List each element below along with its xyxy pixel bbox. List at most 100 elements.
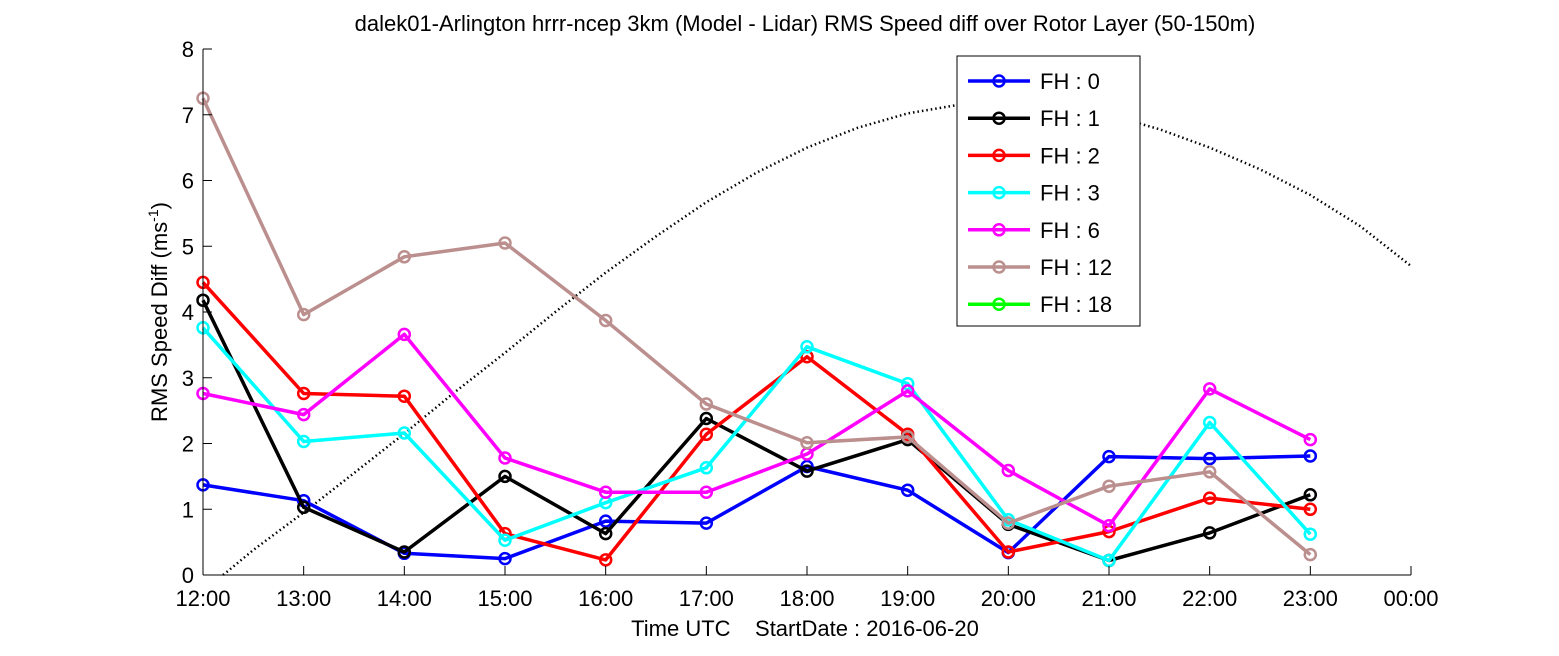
- y-tick-label: 6: [182, 169, 194, 194]
- data-point: [699, 461, 714, 475]
- data-point: [1001, 463, 1016, 478]
- data-point: [900, 430, 915, 444]
- data-point: [1303, 449, 1318, 463]
- legend-label: FH : 1: [1040, 106, 1100, 131]
- x-axis-label: Time UTC StartDate : 2016-06-20: [631, 616, 979, 641]
- data-point: [699, 485, 714, 499]
- data-point: [598, 526, 613, 541]
- data-point: [1202, 451, 1217, 466]
- legend-entry: FH : 18: [968, 292, 1112, 317]
- data-point: [397, 389, 412, 403]
- y-axis-label-sup: -1: [145, 209, 161, 222]
- legend-label: FH : 3: [1040, 181, 1100, 206]
- x-tick-label: 17:00: [679, 586, 734, 611]
- plot-area: [196, 91, 1412, 576]
- series-2: [196, 275, 1318, 567]
- series-5: [196, 91, 1318, 562]
- series-line: [201, 299, 1311, 563]
- legend-swatch-marker: [992, 223, 1006, 237]
- data-point: [1001, 545, 1016, 559]
- data-point: [1202, 382, 1217, 396]
- data-point: [800, 340, 814, 354]
- x-tick-label: 00:00: [1383, 586, 1438, 611]
- series-4: [196, 327, 1318, 533]
- x-tick-label: 16:00: [578, 586, 633, 611]
- series-1: [196, 293, 1318, 568]
- x-tick-label: 12:00: [175, 586, 230, 611]
- legend-label: FH : 6: [1040, 218, 1100, 243]
- data-point: [900, 384, 915, 398]
- legend-entry: FH : 3: [968, 181, 1100, 206]
- legend-swatch-marker: [992, 74, 1006, 88]
- data-point: [699, 427, 714, 442]
- data-point: [1102, 449, 1116, 464]
- legend-swatch-marker: [992, 111, 1006, 125]
- data-point: [598, 553, 613, 567]
- legend-label: FH : 12: [1040, 255, 1112, 280]
- data-point: [296, 407, 311, 422]
- legend-swatch-marker: [992, 297, 1006, 311]
- x-tick-label: 19:00: [880, 586, 935, 611]
- data-point: [1202, 526, 1217, 540]
- data-point: [1202, 491, 1217, 505]
- series-line: [201, 281, 1311, 562]
- series-line: [201, 326, 1312, 563]
- data-point: [1303, 488, 1318, 502]
- legend-label: FH : 2: [1040, 143, 1100, 168]
- data-point: [498, 533, 512, 547]
- legend-swatch-marker: [992, 148, 1006, 163]
- data-point: [296, 307, 311, 322]
- chart-title: dalek01-Arlington hrrr-ncep 3km (Model -…: [355, 11, 1256, 36]
- data-point: [397, 327, 412, 342]
- y-tick-label: 2: [182, 432, 194, 457]
- data-point: [598, 485, 613, 499]
- y-tick-label: 7: [182, 103, 194, 128]
- x-tick-label: 23:00: [1283, 586, 1338, 611]
- data-point: [1303, 527, 1318, 541]
- data-point: [498, 451, 512, 465]
- y-tick-label: 5: [182, 234, 194, 259]
- x-tick-label: 20:00: [981, 586, 1036, 611]
- data-point: [296, 386, 311, 401]
- data-point: [397, 545, 412, 559]
- data-point: [296, 434, 311, 449]
- data-point: [1001, 516, 1016, 530]
- data-point: [800, 436, 814, 450]
- x-tick-label: 22:00: [1182, 586, 1237, 611]
- data-point: [800, 464, 814, 478]
- data-point: [1303, 547, 1318, 562]
- y-tick-label: 1: [182, 497, 194, 522]
- legend: FH : 0 FH : 1 FH : 2 FH : 3 FH : 6 FH : 12 FH …: [956, 55, 1141, 327]
- data-point: [699, 516, 714, 530]
- x-tick-label: 14:00: [377, 586, 432, 611]
- y-axis-label-main: RMS Speed Diff (ms: [147, 222, 172, 422]
- axes: 12:00 13:00 14:00 15:00 16:00 17:00 18:00 19:00…: [175, 37, 1438, 611]
- x-tick-label: 21:00: [1081, 586, 1136, 611]
- y-tick-label: 0: [182, 563, 194, 588]
- y-axis-label-close: ): [147, 202, 172, 209]
- data-point: [1303, 502, 1318, 517]
- series-line: [201, 97, 1312, 556]
- legend-entry: FH : 2: [968, 143, 1100, 168]
- data-point: [498, 469, 512, 484]
- data-point: [598, 514, 613, 528]
- data-point: [1202, 465, 1217, 479]
- legend-swatch-marker: [992, 260, 1006, 274]
- y-axis-label: RMS Speed Diff (ms-1): [145, 202, 172, 422]
- data-point: [296, 500, 311, 515]
- data-point: [699, 411, 714, 426]
- legend-entry: FH : 12: [968, 255, 1112, 280]
- y-tick-label: 4: [182, 300, 194, 325]
- data-point: [598, 313, 613, 328]
- data-point: [900, 483, 915, 497]
- legend-entry: FH : 1: [968, 106, 1100, 131]
- x-tick-label: 18:00: [779, 586, 834, 611]
- data-point: [1202, 415, 1217, 430]
- x-tick-label: 13:00: [276, 586, 331, 611]
- legend-label: FH : 18: [1040, 292, 1112, 317]
- data-point: [397, 426, 412, 440]
- data-point: [1102, 479, 1116, 493]
- y-tick-label: 3: [182, 366, 194, 391]
- data-point: [498, 236, 512, 250]
- data-point: [1102, 518, 1116, 533]
